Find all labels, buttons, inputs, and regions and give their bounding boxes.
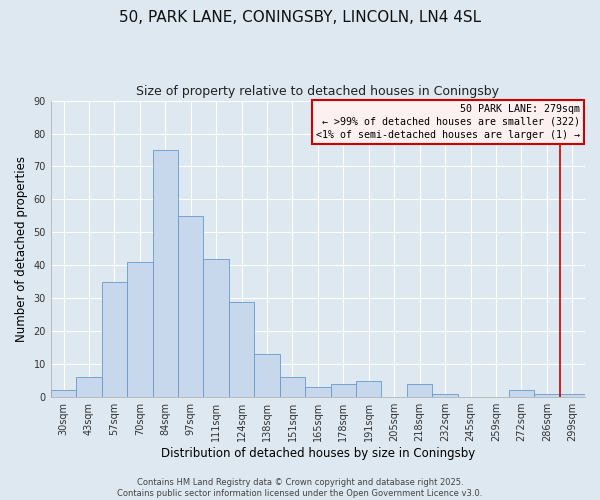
Bar [101, 282, 127, 397]
Bar [203, 258, 229, 397]
Bar [254, 354, 280, 397]
Bar [560, 394, 585, 397]
Text: Contains HM Land Registry data © Crown copyright and database right 2025.
Contai: Contains HM Land Registry data © Crown c… [118, 478, 482, 498]
Bar [407, 384, 433, 397]
X-axis label: Distribution of detached houses by size in Coningsby: Distribution of detached houses by size … [161, 447, 475, 460]
Bar [433, 394, 458, 397]
Bar [534, 394, 560, 397]
Bar [152, 150, 178, 397]
Y-axis label: Number of detached properties: Number of detached properties [15, 156, 28, 342]
Bar [305, 387, 331, 397]
Bar [280, 378, 305, 397]
Bar [356, 380, 382, 397]
Bar [76, 378, 101, 397]
Bar [331, 384, 356, 397]
Bar [51, 390, 76, 397]
Title: Size of property relative to detached houses in Coningsby: Size of property relative to detached ho… [136, 85, 499, 98]
Bar [178, 216, 203, 397]
Bar [127, 262, 152, 397]
Text: 50 PARK LANE: 279sqm
← >99% of detached houses are smaller (322)
<1% of semi-det: 50 PARK LANE: 279sqm ← >99% of detached … [316, 104, 580, 140]
Bar [229, 302, 254, 397]
Bar [509, 390, 534, 397]
Text: 50, PARK LANE, CONINGSBY, LINCOLN, LN4 4SL: 50, PARK LANE, CONINGSBY, LINCOLN, LN4 4… [119, 10, 481, 25]
